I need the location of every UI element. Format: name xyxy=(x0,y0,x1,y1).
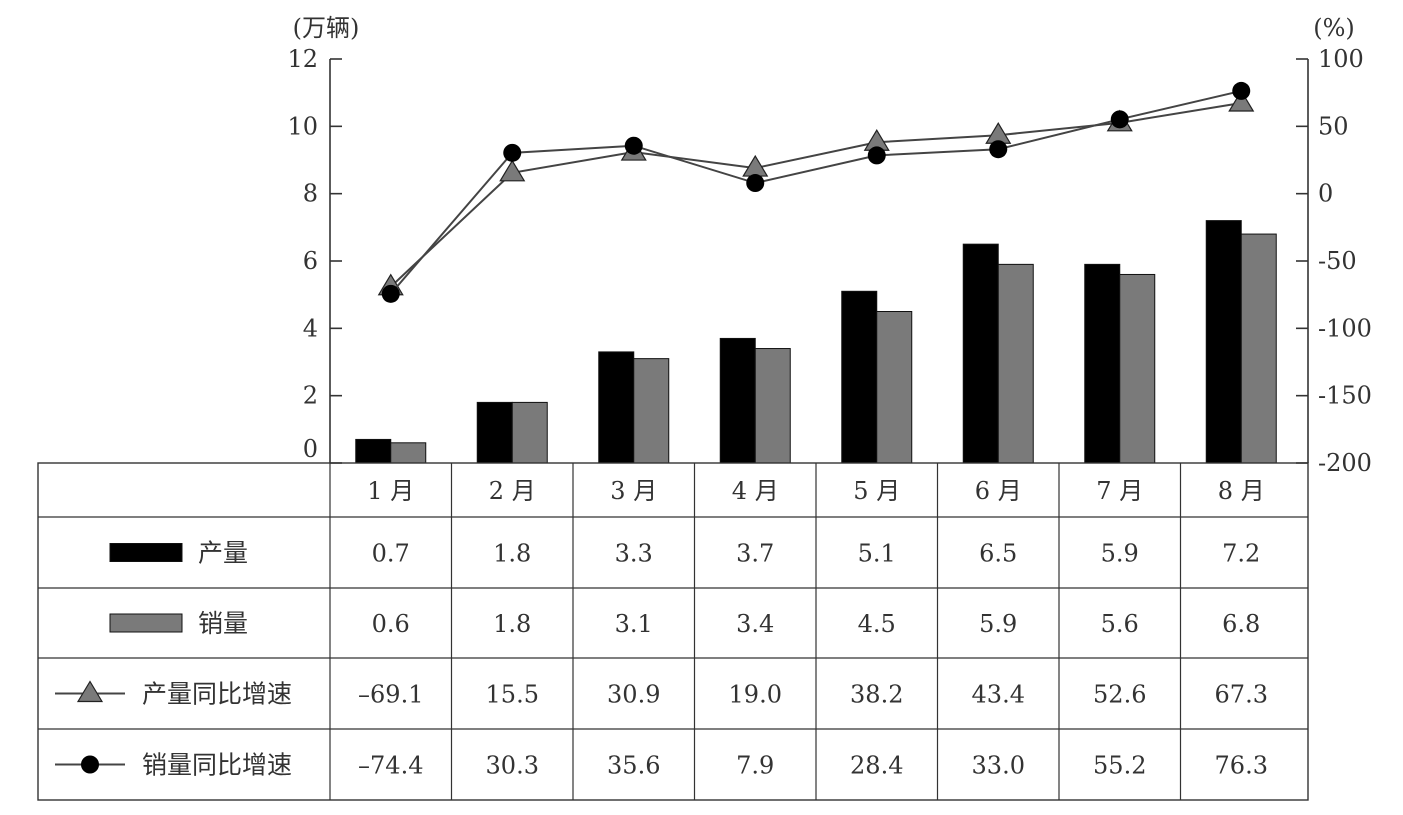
right-axis-unit: (%) xyxy=(1313,14,1355,42)
left-tick-label: 12 xyxy=(287,45,318,73)
circle-marker xyxy=(989,140,1008,159)
left-tick-label: 10 xyxy=(287,112,318,140)
right-tick-label: 100 xyxy=(1318,45,1364,73)
data-label: 6.8 xyxy=(1222,610,1260,638)
legend-label: 销量 xyxy=(198,609,248,638)
data-label: –69.1 xyxy=(358,681,423,709)
legend-label: 销量同比增速 xyxy=(142,751,292,780)
data-label: 3.3 xyxy=(615,540,653,568)
bar-sales xyxy=(390,442,427,464)
right-tick-label: 50 xyxy=(1318,112,1349,140)
legend-circle-marker xyxy=(81,755,99,774)
bar-sales xyxy=(1119,273,1156,464)
category-label: 5 月 xyxy=(853,477,900,505)
circle-marker xyxy=(381,284,400,303)
data-label: –74.4 xyxy=(358,752,423,780)
data-label: 1.8 xyxy=(493,540,531,568)
data-label: 67.3 xyxy=(1215,681,1268,709)
data-label: 43.4 xyxy=(972,681,1025,709)
bar-production xyxy=(841,290,878,464)
bar-production xyxy=(476,401,513,464)
data-label: 38.2 xyxy=(850,681,903,709)
triangle-marker xyxy=(499,159,526,182)
data-label: 5.9 xyxy=(979,610,1017,638)
circle-marker xyxy=(624,136,643,155)
left-tick-label: 8 xyxy=(303,180,318,208)
right-tick-label: -200 xyxy=(1318,449,1372,477)
data-label: 33.0 xyxy=(972,752,1025,780)
category-label: 1 月 xyxy=(367,477,414,505)
data-label: 7.2 xyxy=(1222,540,1260,568)
data-label: 15.5 xyxy=(486,681,539,709)
category-label: 2 月 xyxy=(489,477,536,505)
right-tick-label: -150 xyxy=(1318,382,1372,410)
circle-marker xyxy=(867,146,886,165)
bar-sales xyxy=(1240,233,1277,464)
bar-sales xyxy=(754,348,791,464)
data-label: 19.0 xyxy=(729,681,782,709)
bar-production xyxy=(719,337,756,464)
category-label: 8 月 xyxy=(1218,477,1265,505)
legend-swatch-production xyxy=(109,543,183,562)
left-tick-label: 0 xyxy=(303,435,318,463)
right-tick-label: 0 xyxy=(1318,180,1333,208)
bar-production xyxy=(962,243,999,464)
data-label: 30.3 xyxy=(486,752,539,780)
bar-sales xyxy=(511,401,548,464)
right-tick-label: -100 xyxy=(1318,314,1372,342)
category-label: 4 月 xyxy=(732,477,779,505)
category-label: 3 月 xyxy=(610,477,657,505)
bar-production xyxy=(355,438,392,464)
left-axis-unit: (万辆) xyxy=(293,14,360,42)
data-label: 3.1 xyxy=(615,610,653,638)
left-tick-label: 6 xyxy=(303,247,318,275)
data-label: 3.7 xyxy=(736,540,774,568)
data-label: 52.6 xyxy=(1093,681,1146,709)
data-label: 0.6 xyxy=(372,610,410,638)
data-label: 7.9 xyxy=(736,752,774,780)
data-label: 5.1 xyxy=(858,540,896,568)
data-table-border xyxy=(37,462,1309,801)
legend-label: 产量 xyxy=(198,539,248,568)
data-label: 5.9 xyxy=(1101,540,1139,568)
data-label: 3.4 xyxy=(736,610,774,638)
data-label: 30.9 xyxy=(607,681,660,709)
left-tick-label: 4 xyxy=(303,314,318,342)
bar-sales xyxy=(997,263,1034,464)
legend-swatch-sales xyxy=(109,613,183,633)
bar-production xyxy=(1205,220,1242,464)
bar-sales xyxy=(633,358,670,464)
data-label: 4.5 xyxy=(858,610,896,638)
data-label: 1.8 xyxy=(493,610,531,638)
triangle-marker xyxy=(1228,89,1255,112)
right-tick-label: -50 xyxy=(1318,247,1357,275)
circle-marker xyxy=(1232,81,1251,100)
sales-growth-line xyxy=(389,89,1242,295)
circle-marker xyxy=(746,174,765,193)
legend-label: 产量同比增速 xyxy=(142,680,292,709)
category-label: 6 月 xyxy=(975,477,1022,505)
bar-production xyxy=(1084,263,1121,464)
bar-production xyxy=(598,351,635,464)
data-label: 55.2 xyxy=(1093,752,1146,780)
data-label: 76.3 xyxy=(1215,752,1268,780)
data-label: 5.6 xyxy=(1101,610,1139,638)
left-tick-label: 2 xyxy=(303,382,318,410)
category-label: 7 月 xyxy=(1096,477,1143,505)
circle-marker xyxy=(1110,110,1129,129)
triangle-marker xyxy=(985,122,1012,144)
legend-triangle-marker xyxy=(76,680,104,703)
data-label: 0.7 xyxy=(372,540,410,568)
data-label: 28.4 xyxy=(850,752,903,780)
circle-marker xyxy=(503,143,522,162)
data-label: 6.5 xyxy=(979,540,1017,568)
bar-sales xyxy=(876,311,913,464)
data-label: 35.6 xyxy=(607,752,660,780)
